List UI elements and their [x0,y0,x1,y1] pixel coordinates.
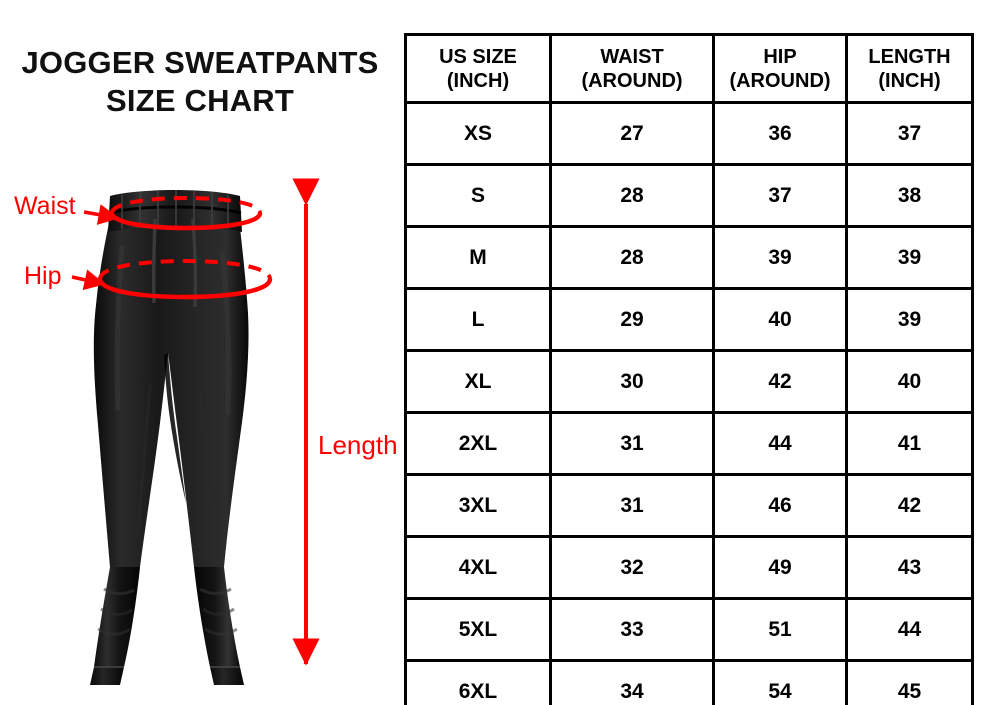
pants-body [93,210,249,567]
cell-size: 3XL [404,473,552,538]
cell-length: 39 [845,287,974,352]
cell-waist: 27 [549,101,715,166]
cell-size: XS [404,101,552,166]
inseam-shadow [164,353,186,503]
cell-hip: 54 [712,659,848,705]
pants-legs [90,567,244,685]
table-header-row: US SIZE (INCH) WAIST (AROUND) HIP (AROUN… [404,33,974,104]
fold-crease-left [136,384,152,534]
cell-length: 45 [845,659,974,705]
cell-size: S [404,163,552,228]
column-header-length-line-1: LENGTH [868,45,951,68]
cell-hip: 44 [712,411,848,476]
pants-svg [90,190,249,685]
cell-waist: 32 [549,535,715,600]
column-header-hip-line-1: HIP [763,45,797,68]
cell-size: 6XL [404,659,552,705]
page-title: JOGGER SWEATPANTS SIZE CHART [0,44,400,120]
column-header-us-size-line-1: US SIZE [439,45,517,68]
table-row: 3XL 31 46 42 [404,473,974,538]
table-row: 4XL 32 49 43 [404,535,974,600]
cell-length: 43 [845,535,974,600]
cell-waist: 28 [549,163,715,228]
cell-size: XL [404,349,552,414]
column-header-waist-line-1: WAIST [600,45,664,68]
cuff-right [210,667,244,685]
cell-hip: 49 [712,535,848,600]
cell-waist: 31 [549,411,715,476]
cell-waist: 28 [549,225,715,290]
cell-length: 41 [845,411,974,476]
cell-size: 4XL [404,535,552,600]
wrinkle-left-1 [103,587,135,596]
waist-label: Waist [14,192,76,220]
size-table-container: US SIZE (INCH) WAIST (AROUND) HIP (AROUN… [404,33,974,705]
wrinkle-left-3 [97,627,131,636]
size-table-body: XS 27 36 37 S 28 37 38 M 28 39 39 [404,101,974,705]
cell-length: 37 [845,101,974,166]
leg-right [194,567,240,667]
cell-length: 39 [845,225,974,290]
column-header-length: LENGTH (INCH) [845,33,974,104]
cell-hip: 46 [712,473,848,538]
cell-length: 44 [845,597,974,662]
cell-waist: 30 [549,349,715,414]
column-header-waist-line-2: (AROUND) [581,69,683,92]
cell-hip: 40 [712,287,848,352]
page-title-line-2: SIZE CHART [106,83,294,118]
fold-crease-right [198,390,214,536]
cell-size: 5XL [404,597,552,662]
page-title-line-1: JOGGER SWEATPANTS [21,45,379,80]
cell-hip: 36 [712,101,848,166]
wrinkle-right-1 [199,587,232,595]
jogger-sweatpants-illustration [60,185,290,685]
drawstring-left [151,218,157,304]
cell-hip: 39 [712,225,848,290]
cell-waist: 31 [549,473,715,538]
size-table-header: US SIZE (INCH) WAIST (AROUND) HIP (AROUN… [404,33,974,104]
table-row: L 29 40 39 [404,287,974,352]
cell-waist: 29 [549,287,715,352]
table-row: M 28 39 39 [404,225,974,290]
size-table: US SIZE (INCH) WAIST (AROUND) HIP (AROUN… [404,33,974,705]
cell-waist: 34 [549,659,715,705]
wrinkle-right-2 [202,607,235,616]
column-header-us-size-line-2: (INCH) [446,69,510,92]
table-row: S 28 37 38 [404,163,974,228]
table-row: XS 27 36 37 [404,101,974,166]
cell-size: L [404,287,552,352]
column-header-hip-line-2: (AROUND) [729,69,831,92]
cell-length: 38 [845,163,974,228]
cell-waist: 33 [549,597,715,662]
wrinkle-right-3 [204,627,238,636]
hip-label: Hip [24,262,62,290]
cell-length: 42 [845,473,974,538]
cell-hip: 51 [712,597,848,662]
cell-hip: 42 [712,349,848,414]
table-row: 2XL 31 44 41 [404,411,974,476]
table-row: 6XL 34 54 45 [404,659,974,705]
column-header-length-line-2: (INCH) [878,69,941,92]
length-label: Length [318,430,398,460]
leg-left [94,567,140,667]
table-row: 5XL 33 51 44 [404,597,974,662]
cell-hip: 37 [712,163,848,228]
wrinkle-left-2 [100,607,133,616]
cell-size: M [404,225,552,290]
cell-size: 2XL [404,411,552,476]
cuff-left [90,667,124,685]
table-row: XL 30 42 40 [404,349,974,414]
column-header-waist: WAIST (AROUND) [549,33,715,104]
column-header-hip: HIP (AROUND) [712,33,848,104]
column-header-us-size: US SIZE (INCH) [404,33,552,104]
cell-length: 40 [845,349,974,414]
